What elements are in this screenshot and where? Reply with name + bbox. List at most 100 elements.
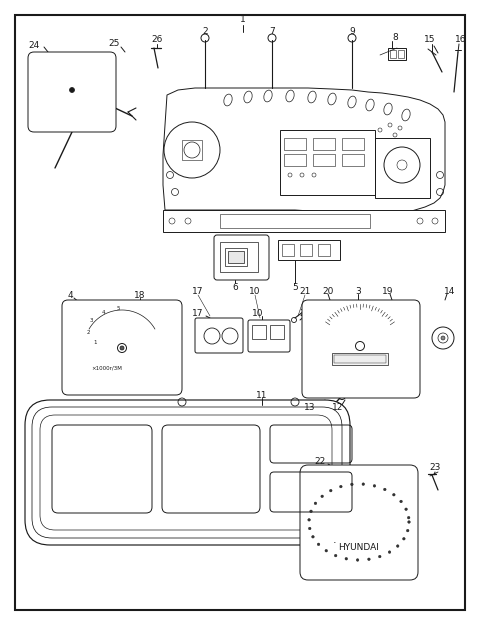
Polygon shape	[163, 88, 445, 214]
Text: HYUNDAI: HYUNDAI	[338, 544, 379, 552]
Bar	[388, 48, 406, 60]
Text: 17: 17	[192, 286, 204, 296]
Text: 23: 23	[429, 464, 441, 472]
Circle shape	[345, 557, 348, 560]
Bar	[270, 325, 284, 339]
Circle shape	[400, 500, 402, 503]
Circle shape	[335, 554, 337, 557]
Bar	[284, 138, 306, 150]
FancyBboxPatch shape	[300, 465, 418, 580]
Ellipse shape	[366, 99, 374, 111]
Circle shape	[373, 485, 376, 487]
FancyBboxPatch shape	[214, 235, 269, 280]
Text: 9: 9	[349, 27, 355, 36]
Circle shape	[356, 558, 359, 561]
Circle shape	[441, 336, 445, 340]
Text: 5: 5	[292, 283, 298, 291]
FancyBboxPatch shape	[28, 52, 116, 132]
Circle shape	[325, 549, 327, 552]
Text: 4: 4	[67, 291, 73, 300]
Ellipse shape	[384, 103, 392, 115]
Text: 20: 20	[322, 286, 334, 296]
Text: 4: 4	[101, 310, 105, 314]
Ellipse shape	[224, 94, 232, 106]
Text: 1: 1	[240, 16, 246, 24]
Bar	[225, 248, 247, 266]
Circle shape	[321, 495, 324, 497]
Text: 6: 6	[232, 283, 238, 291]
Circle shape	[407, 529, 409, 532]
Text: 10: 10	[252, 308, 264, 318]
Circle shape	[388, 551, 391, 553]
Text: 11: 11	[256, 391, 268, 399]
Circle shape	[314, 502, 317, 505]
Ellipse shape	[308, 91, 316, 103]
Bar	[163, 210, 445, 232]
FancyBboxPatch shape	[62, 300, 182, 395]
Circle shape	[310, 510, 312, 512]
Text: 7: 7	[269, 27, 275, 36]
Circle shape	[308, 519, 311, 521]
Bar	[342, 138, 364, 150]
Bar	[313, 138, 335, 150]
Text: 2: 2	[202, 27, 208, 36]
Ellipse shape	[244, 91, 252, 103]
Text: 13: 13	[304, 404, 316, 412]
Text: 10: 10	[249, 286, 261, 296]
Circle shape	[356, 341, 364, 351]
Circle shape	[384, 488, 386, 490]
FancyBboxPatch shape	[25, 400, 350, 545]
Ellipse shape	[348, 96, 356, 108]
Text: 16: 16	[455, 36, 467, 44]
Bar	[220, 214, 370, 228]
Text: 1: 1	[93, 339, 97, 344]
Bar	[398, 50, 404, 58]
Bar	[220, 242, 258, 272]
Bar	[342, 154, 364, 166]
Bar	[284, 154, 306, 166]
Text: 2: 2	[86, 329, 90, 334]
Circle shape	[70, 87, 74, 92]
Circle shape	[408, 520, 410, 524]
Circle shape	[118, 343, 127, 353]
Circle shape	[120, 346, 124, 350]
Text: 17: 17	[192, 308, 204, 318]
Text: 25: 25	[108, 39, 120, 47]
Circle shape	[396, 545, 399, 547]
Bar	[182, 140, 202, 160]
Text: 24: 24	[28, 41, 40, 49]
Text: 21: 21	[300, 308, 311, 318]
Text: ×1000r/3M: ×1000r/3M	[92, 366, 122, 371]
Text: 21: 21	[300, 286, 311, 296]
FancyBboxPatch shape	[248, 320, 290, 352]
Bar	[334, 355, 386, 363]
Text: .: .	[333, 535, 337, 545]
Text: 15: 15	[424, 36, 436, 44]
Text: 3: 3	[89, 318, 93, 323]
Bar	[375, 138, 430, 198]
Bar	[252, 325, 266, 339]
Bar	[332, 353, 388, 365]
Bar	[318, 244, 330, 256]
Text: 18: 18	[134, 291, 146, 300]
FancyBboxPatch shape	[302, 300, 420, 398]
FancyBboxPatch shape	[195, 318, 243, 353]
Text: 14: 14	[444, 286, 456, 296]
Circle shape	[403, 537, 405, 540]
Bar	[313, 154, 335, 166]
Ellipse shape	[402, 109, 410, 121]
Bar	[280, 130, 375, 195]
Bar	[300, 244, 312, 256]
Bar	[278, 240, 340, 260]
Text: 8: 8	[392, 34, 398, 42]
Bar	[228, 251, 244, 263]
Text: 19: 19	[382, 286, 394, 296]
Circle shape	[317, 543, 320, 545]
Ellipse shape	[328, 93, 336, 105]
Circle shape	[309, 527, 311, 530]
Circle shape	[362, 483, 365, 485]
Circle shape	[329, 489, 332, 492]
Text: 5: 5	[116, 306, 120, 311]
Circle shape	[408, 517, 410, 519]
Text: 12: 12	[332, 404, 344, 412]
